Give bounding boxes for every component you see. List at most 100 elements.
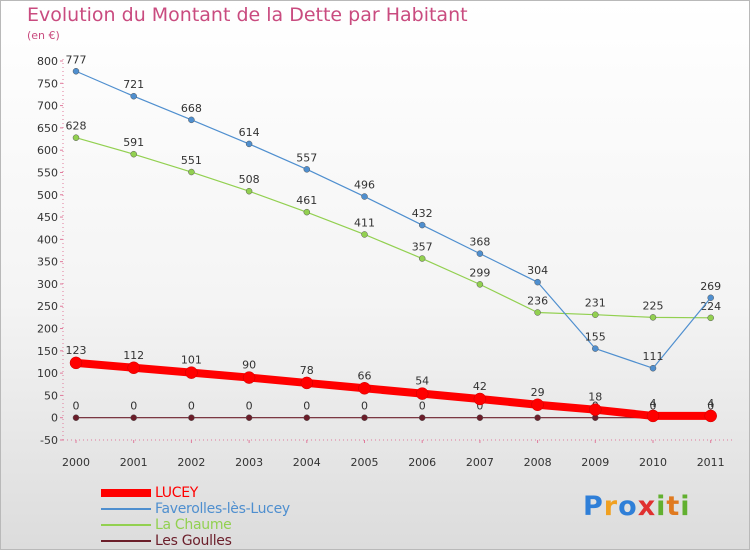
data-point-la-chaume: [649, 314, 657, 321]
legend-label-lucey: LUCEY: [155, 485, 199, 501]
data-point-lucey: [704, 409, 717, 423]
data-point-les-goulles: [418, 414, 426, 421]
legend-item-lucey: LUCEY: [101, 485, 290, 501]
data-label-lucey: 101: [181, 354, 202, 367]
legend-item-les-goulles: Les Goulles: [101, 533, 290, 549]
x-tick-label: 2008: [524, 456, 552, 469]
x-tick-label: 2001: [120, 456, 148, 469]
data-point-lucey: [415, 387, 429, 400]
x-tick-label: 2002: [177, 456, 205, 469]
data-label-la-chaume: 236: [527, 294, 548, 307]
data-point-faverolles-les-lucey: [476, 250, 484, 257]
y-tick-label: 600: [37, 144, 58, 157]
y-tick-label: 750: [37, 77, 58, 90]
data-label-faverolles-les-lucey: 269: [700, 280, 721, 293]
data-label-les-goulles: 0: [73, 400, 80, 413]
data-label-les-goulles: 0: [650, 400, 657, 413]
data-point-la-chaume: [361, 231, 368, 238]
data-label-faverolles-les-lucey: 496: [354, 179, 375, 192]
x-tick-label: 2003: [235, 456, 263, 469]
data-label-la-chaume: 357: [412, 241, 433, 254]
x-tick-label: 2011: [697, 456, 725, 469]
legend-swatch-lucey: [101, 489, 151, 497]
series-line-la-chaume: [75, 137, 712, 319]
x-tick-label: 2000: [62, 456, 90, 469]
data-point-la-chaume: [418, 255, 426, 262]
data-label-les-goulles: 0: [476, 400, 483, 413]
data-point-la-chaume: [303, 208, 311, 216]
data-label-les-goulles: 0: [361, 400, 368, 413]
data-point-lucey: [646, 409, 660, 423]
x-tick-label: 2004: [293, 456, 321, 469]
data-label-lucey: 4: [650, 397, 657, 410]
data-point-faverolles-les-lucey: [245, 140, 253, 148]
y-tick-label: 450: [37, 211, 58, 224]
logo-letter: P: [583, 491, 604, 522]
data-point-faverolles-les-lucey: [649, 364, 657, 372]
data-label-les-goulles: 0: [130, 400, 137, 413]
data-label-faverolles-les-lucey: 368: [469, 236, 490, 249]
x-tick-label: 2006: [408, 456, 436, 469]
data-label-faverolles-les-lucey: 614: [239, 126, 260, 139]
data-point-faverolles-les-lucey: [303, 166, 311, 173]
logo-letter: o: [618, 491, 638, 522]
data-point-la-chaume: [130, 150, 137, 158]
data-point-les-goulles: [72, 414, 80, 421]
x-tick-label: 2005: [351, 456, 379, 469]
data-point-faverolles-les-lucey: [188, 116, 195, 124]
data-point-lucey: [589, 403, 602, 416]
data-point-lucey: [69, 356, 83, 370]
logo-letter: r: [603, 491, 619, 522]
data-label-lucey: 4: [707, 397, 714, 410]
data-label-la-chaume: 225: [643, 299, 664, 312]
data-point-faverolles-les-lucey: [130, 92, 137, 100]
legend-item-faverolles: Faverolles-lès-Lucey: [101, 501, 290, 517]
data-label-faverolles-les-lucey: 432: [412, 207, 433, 220]
y-tick-label: 50: [44, 389, 58, 402]
data-label-lucey: 18: [588, 391, 602, 404]
data-label-les-goulles: 0: [246, 400, 253, 413]
data-point-les-goulles: [534, 414, 541, 421]
data-label-lucey: 54: [415, 375, 429, 388]
y-tick-label: 400: [37, 233, 58, 246]
data-label-la-chaume: 508: [239, 173, 260, 186]
x-tick-label: 2010: [639, 456, 667, 469]
data-point-faverolles-les-lucey: [592, 345, 599, 352]
legend-item-la-chaume: La Chaume: [101, 517, 290, 533]
chart-title: Evolution du Montant de la Dette par Hab…: [27, 4, 468, 26]
data-point-lucey: [300, 376, 314, 390]
data-point-la-chaume: [476, 281, 484, 288]
y-tick-label: 150: [37, 345, 58, 358]
data-label-faverolles-les-lucey: 721: [123, 78, 144, 91]
data-label-lucey: 29: [531, 386, 545, 399]
y-tick-label: 300: [37, 278, 58, 291]
logo-letter: t: [666, 491, 681, 522]
data-label-la-chaume: 411: [354, 216, 375, 229]
data-point-lucey: [358, 382, 371, 395]
data-label-la-chaume: 591: [123, 136, 144, 149]
data-point-la-chaume: [592, 311, 599, 318]
data-point-la-chaume: [245, 187, 253, 195]
legend-label-faverolles: Faverolles-lès-Lucey: [155, 501, 290, 517]
y-tick-label: 350: [37, 256, 58, 269]
data-label-lucey: 66: [358, 369, 372, 382]
data-point-la-chaume: [707, 314, 714, 322]
legend: LUCEY Faverolles-lès-Lucey La Chaume Les…: [101, 485, 290, 549]
unit-label: (en €): [27, 29, 60, 42]
y-tick-label: 550: [37, 166, 58, 179]
data-point-faverolles-les-lucey: [534, 278, 541, 286]
data-label-lucey: 90: [242, 359, 256, 372]
data-label-les-goulles: 0: [188, 400, 195, 413]
y-tick-label: -50: [40, 434, 58, 447]
data-label-la-chaume: 628: [66, 120, 87, 133]
data-point-faverolles-les-lucey: [707, 294, 714, 302]
data-label-faverolles-les-lucey: 111: [643, 350, 664, 363]
data-label-faverolles-les-lucey: 155: [585, 331, 606, 344]
data-label-lucey: 123: [66, 344, 87, 357]
data-label-lucey: 78: [300, 364, 314, 377]
data-point-lucey: [127, 361, 140, 375]
data-point-la-chaume: [188, 168, 195, 176]
data-label-faverolles-les-lucey: 304: [527, 264, 548, 277]
data-point-les-goulles: [188, 414, 195, 421]
proxiti-logo: Proxiti: [583, 491, 691, 522]
